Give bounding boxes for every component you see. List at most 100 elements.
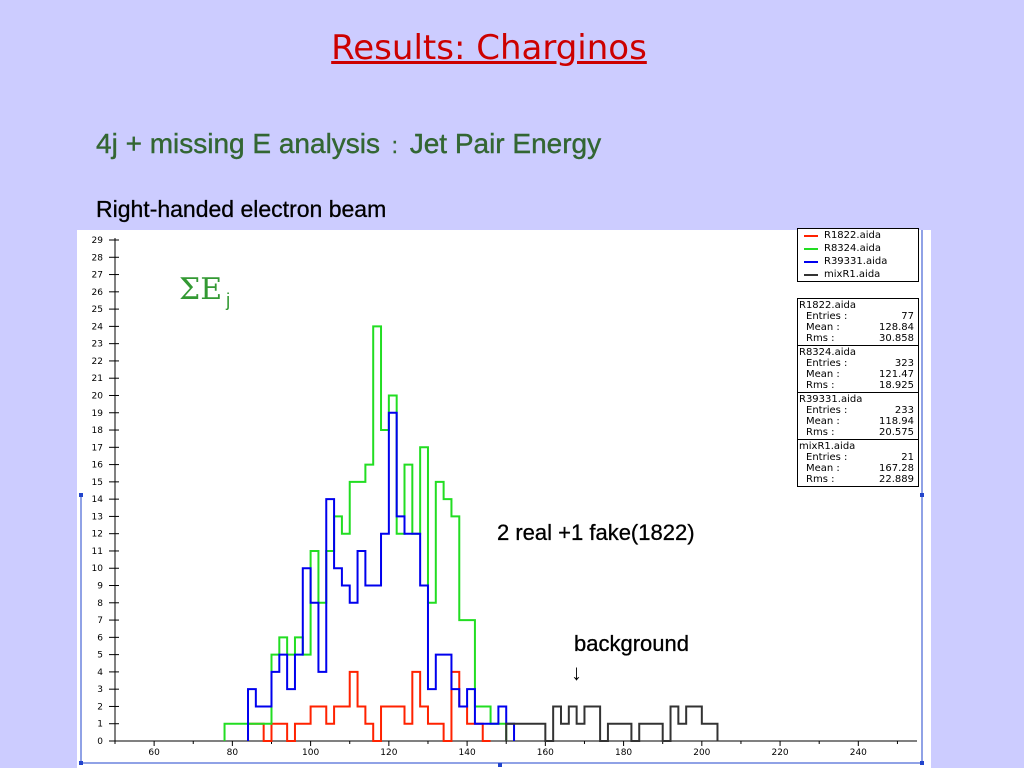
y-tick-label: 5 xyxy=(97,651,103,661)
x-tick-label: 120 xyxy=(380,748,397,758)
y-tick-label: 25 xyxy=(92,305,103,315)
stat-row: Mean : 118.94 xyxy=(798,416,918,427)
stat-row: Entries : 21 xyxy=(798,452,918,463)
stat-row: Entries : 323 xyxy=(798,358,918,369)
stat-value: 121.47 xyxy=(879,369,914,380)
stat-key: Mean : xyxy=(806,416,840,427)
stat-value: 233 xyxy=(894,405,914,416)
x-tick-label: 60 xyxy=(148,748,160,758)
y-tick-label: 21 xyxy=(92,374,103,384)
stat-block: R1822.aida Entries : 77 Mean : 128.84 Rms : 30… xyxy=(798,299,918,346)
legend-swatch xyxy=(804,247,818,250)
analysis-subtitle-separator: : xyxy=(391,133,399,158)
stat-row: Rms : 18.925 xyxy=(798,380,918,391)
stat-key: Rms : xyxy=(806,474,835,485)
y-tick-label: 19 xyxy=(92,409,104,419)
legend-swatch xyxy=(804,260,818,263)
stat-series-name: mixR1.aida xyxy=(799,441,856,452)
statistics-box: R1822.aida Entries :77 Mean :128.84 Rms :30… xyxy=(797,298,919,487)
stat-value: 30.858 xyxy=(879,333,914,344)
histogram-chart: 0123456789101112131415161718192021222324… xyxy=(79,230,924,767)
stat-key: Entries : xyxy=(806,311,848,322)
stat-key: Entries : xyxy=(806,405,848,416)
stat-key: Mean : xyxy=(806,322,840,333)
stat-row: Entries : 233 xyxy=(798,405,918,416)
y-tick-label: 27 xyxy=(92,271,103,281)
stat-row: Rms : 20.575 xyxy=(798,427,918,438)
histogram-panel: 0 1 2 3 4 5 6 7 8 9 10 11 12 13 14 15 16 17 18 19 20 21 22 23 24… xyxy=(77,228,931,768)
stat-value: 18.925 xyxy=(879,380,914,391)
y-tick-label: 22 xyxy=(92,357,103,367)
stat-value: 323 xyxy=(894,358,914,369)
y-tick-label: 29 xyxy=(92,236,104,246)
y-tick-label: 0 xyxy=(97,737,103,747)
legend-entry: R8324.aida xyxy=(798,242,918,255)
legend-label: R8324.aida xyxy=(824,243,881,254)
x-tick-label: 160 xyxy=(537,748,554,758)
stat-value: 167.28 xyxy=(879,463,914,474)
series-R8324-histogram xyxy=(223,325,508,741)
stat-value: 20.575 xyxy=(879,427,914,438)
stat-series-name: R1822.aida xyxy=(799,300,856,311)
y-tick-label: 6 xyxy=(97,633,103,643)
stat-value: 77 xyxy=(901,311,914,322)
y-tick-label: 20 xyxy=(92,391,104,401)
legend-swatch xyxy=(804,234,818,237)
stat-block: mixR1.aida Entries : 21 Mean : 167.28 Rms : 22… xyxy=(798,440,918,486)
x-tick-label: 220 xyxy=(771,748,788,758)
y-tick-label: 4 xyxy=(97,668,103,678)
y-tick-label: 23 xyxy=(92,340,103,350)
analysis-subtitle-left: 4j + missing E analysis xyxy=(96,128,381,159)
stat-key: Rms : xyxy=(806,427,835,438)
down-arrow-icon: ↓ xyxy=(571,660,582,685)
y-tick-label: 10 xyxy=(92,564,104,574)
stat-value: 21 xyxy=(901,452,914,463)
y-tick-label: 2 xyxy=(97,702,103,712)
stat-key: Mean : xyxy=(806,463,840,474)
x-tick-label: 140 xyxy=(459,748,476,758)
stat-key: Entries : xyxy=(806,358,848,369)
stat-series-name: R39331.aida xyxy=(799,394,863,405)
y-tick-label: 11 xyxy=(92,547,103,557)
x-tick-label: 240 xyxy=(850,748,867,758)
y-tick-label: 16 xyxy=(92,461,104,471)
sum-energy-symbol: ΣE xyxy=(179,272,223,307)
stat-key: Entries : xyxy=(806,452,848,463)
sum-energy-subscript: j xyxy=(226,290,231,310)
stat-block: R39331.aida Entries : 233 Mean :118.94 Rms :… xyxy=(798,393,918,440)
legend-swatch xyxy=(804,273,818,276)
y-tick-label: 1 xyxy=(97,720,103,730)
analysis-subtitle: 4j + missing E analysis : Jet Pair Energ… xyxy=(96,128,602,160)
legend-label: mixR1.aida xyxy=(824,269,881,280)
y-tick-label: 15 xyxy=(92,478,103,488)
y-tick-label: 28 xyxy=(92,253,104,263)
background-annotation: background xyxy=(574,631,689,656)
y-tick-label: 26 xyxy=(92,288,104,298)
stat-value: 22.889 xyxy=(879,474,914,485)
beam-label: Right-handed electron beam xyxy=(96,196,387,222)
legend-label: R1822.aida xyxy=(824,230,881,241)
legend-entry: R39331.aida xyxy=(798,255,918,268)
x-tick-label: 100 xyxy=(302,748,319,758)
x-tick-label: 200 xyxy=(693,748,710,758)
stat-value: 128.84 xyxy=(879,322,914,333)
stat-key: Rms : xyxy=(806,333,835,344)
series-R39331-histogram xyxy=(247,411,516,741)
y-tick-label: 13 xyxy=(92,512,103,522)
frame-handle xyxy=(498,763,502,767)
stat-row: Mean : 167.28 xyxy=(798,463,918,474)
series-mixR1-histogram xyxy=(505,705,719,742)
stat-series-name: R8324.aida xyxy=(799,347,856,358)
legend: R1822.aida R8324.aida R39331.aida mixR1.aid… xyxy=(797,228,919,282)
x-tick-label: 180 xyxy=(615,748,632,758)
y-tick-label: 7 xyxy=(97,616,103,626)
stat-row: Mean : 128.84 xyxy=(798,322,918,333)
stat-block: R8324.aida Entries : 323 Mean : 121.47 Rms : 1… xyxy=(798,346,918,393)
series-R1822-histogram xyxy=(247,670,491,742)
y-tick-label: 8 xyxy=(97,599,103,609)
sum-energy-label: ΣE j xyxy=(179,272,230,311)
stat-row: Rms : 30.858 xyxy=(798,333,918,344)
y-tick-label: 24 xyxy=(92,322,104,332)
real-fake-annotation: 2 real +1 fake(1822) xyxy=(497,520,695,545)
y-tick-label: 12 xyxy=(92,530,103,540)
